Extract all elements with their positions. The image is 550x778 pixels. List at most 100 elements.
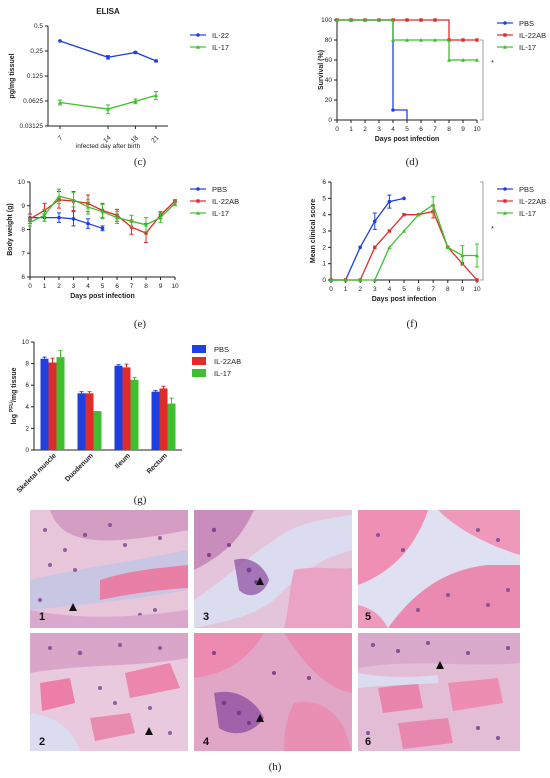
data-point: [387, 245, 392, 250]
data-point: [447, 58, 451, 62]
data-point: [503, 211, 507, 215]
micrograph-number: 3: [203, 611, 209, 623]
data-point: [475, 278, 479, 282]
data-point: [419, 38, 423, 42]
y-tick-label: 10: [22, 339, 30, 346]
series-line: [337, 19, 408, 120]
micrograph-1: 1: [30, 510, 188, 628]
data-point: [460, 253, 465, 258]
panel-label-d: (d): [406, 156, 419, 168]
x-tick-label: 6: [417, 286, 421, 293]
data-point: [503, 21, 507, 25]
x-tick-label: 7: [130, 283, 134, 290]
x-axis-title: infected day after birth: [76, 143, 141, 150]
series-line: [331, 210, 478, 281]
y-axis-title: Survival (%): [318, 50, 325, 90]
y-tick-label: 0.125: [27, 73, 44, 80]
x-tick-label: 4: [391, 126, 395, 133]
y-tick-label: 4: [322, 212, 326, 219]
x-tick-label: Duodenum: [64, 452, 95, 483]
data-point: [158, 215, 163, 220]
y-tick-label: 10: [18, 179, 26, 186]
series-line: [59, 94, 157, 110]
data-point: [329, 278, 333, 282]
arrowhead-icon: [69, 603, 77, 611]
legend-swatch: [192, 357, 206, 365]
bar: [122, 367, 131, 450]
x-tick-label: 5: [405, 126, 409, 133]
x-tick-label: 0: [28, 283, 32, 290]
data-point: [503, 199, 507, 203]
data-point: [431, 202, 436, 207]
x-tick-label: Skeletal muscle: [16, 452, 58, 494]
y-axis-title: Body weight (g): [7, 203, 14, 256]
y-tick-label: 2: [322, 244, 326, 251]
data-point: [173, 201, 177, 206]
arrowhead-icon: [145, 727, 153, 735]
significance-marker: *: [491, 224, 494, 233]
series-line: [59, 40, 157, 62]
data-point: [419, 18, 423, 22]
clinical-score-chart: 0 1 2 3 4 5 6 0 1 2 3 4 5 6 7 8 9 10 Days post infection Me…: [310, 179, 546, 303]
micrograph-number: 6: [365, 736, 371, 748]
data-point: [391, 38, 395, 42]
x-axis-title: Days post infection: [375, 136, 440, 143]
x-tick-label: 9: [461, 286, 465, 293]
x-axis-title: Days post infection: [70, 293, 135, 300]
y-tick-label: 2: [25, 425, 29, 432]
significance-marker: *: [491, 58, 494, 67]
data-point: [58, 39, 62, 43]
x-tick-label: 4: [86, 283, 90, 290]
data-point: [100, 209, 105, 214]
data-point: [405, 18, 409, 22]
data-point: [57, 215, 61, 220]
legend-label: PBS: [519, 19, 534, 28]
y-tick-label: 20: [325, 97, 333, 104]
x-tick-label: 3: [72, 283, 76, 290]
data-point: [154, 93, 158, 98]
y-tick-label: 0: [328, 117, 332, 124]
x-tick-label: 9: [461, 126, 465, 133]
data-point: [86, 204, 90, 209]
y-axis-title: log PFU/mg tissue: [9, 367, 18, 424]
data-point: [402, 212, 406, 217]
x-tick-label: 5: [402, 286, 406, 293]
y-tick-label: 7: [21, 250, 25, 257]
legend-label: PBS: [519, 185, 534, 194]
y-tick-label: 40: [325, 77, 333, 84]
data-point: [503, 33, 507, 37]
data-point: [133, 99, 138, 103]
legend-label: PBS: [212, 185, 227, 194]
data-point: [358, 245, 362, 250]
x-tick-label: 7: [431, 286, 435, 293]
bar: [130, 379, 139, 450]
x-tick-label: 1: [344, 286, 348, 293]
x-tick-label: 18: [130, 134, 140, 144]
data-point: [58, 100, 62, 105]
y-tick-label: 0.0625: [23, 98, 43, 105]
x-tick-label: 7: [433, 126, 437, 133]
x-tick-label: 9: [159, 283, 163, 290]
y-tick-label: 0: [25, 447, 29, 454]
bar: [114, 365, 123, 450]
x-tick-label: Rectum: [146, 452, 169, 475]
y-tick-label: 3: [322, 228, 326, 235]
data-point: [144, 231, 148, 235]
data-point: [461, 38, 465, 42]
y-axis-title: Mean clinical score: [310, 199, 317, 263]
legend-label: IL-22: [212, 31, 229, 40]
data-point: [402, 196, 406, 201]
data-point: [28, 220, 32, 225]
panel-label-c: (c): [134, 156, 147, 168]
series-line: [337, 19, 477, 41]
data-point: [196, 211, 200, 215]
data-point: [106, 55, 110, 60]
data-point: [503, 187, 507, 191]
micrograph-4: 4: [194, 633, 352, 751]
bar: [77, 393, 86, 450]
body-weight-chart: 6 7 8 9 10 0 1 2 3 4 5 6 7 8 9 10 Days post infection Bod…: [7, 179, 239, 300]
x-tick-label: 6: [419, 126, 423, 133]
y-tick-label: 9: [21, 203, 25, 210]
x-tick-label: 10: [171, 283, 179, 290]
data-point: [196, 199, 200, 203]
